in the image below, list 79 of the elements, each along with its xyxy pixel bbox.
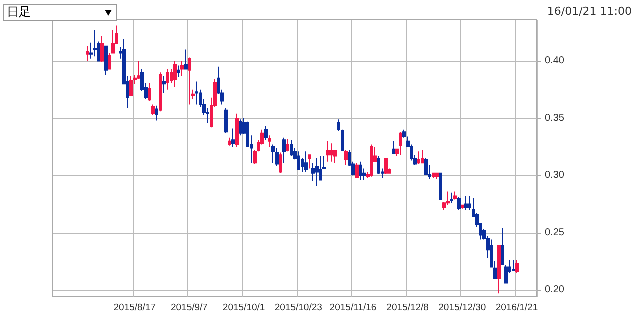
candlestick (392, 140, 395, 154)
candlestick (100, 36, 104, 63)
y-tick-label: 0.40 (545, 56, 565, 67)
x-tick-label: 2015/8/17 (114, 302, 156, 314)
candlestick (195, 81, 198, 106)
candlestick (457, 196, 461, 211)
x-tick-label: 2015/11/16 (330, 302, 377, 314)
candlestick (151, 104, 155, 116)
candlestick (439, 172, 442, 200)
candlestick (275, 148, 279, 168)
candlestick (290, 140, 293, 157)
candlestick (279, 152, 282, 174)
candlestick (129, 76, 133, 96)
candlestick (311, 162, 315, 182)
candlestick (461, 204, 464, 210)
candlestick (271, 144, 275, 164)
candlestick (515, 260, 519, 274)
dropdown: 日足 (3, 4, 117, 21)
candlestick (359, 161, 362, 181)
x-tick-label: 2015/12/30 (438, 302, 486, 314)
text: 16/01/21 11:00 (547, 5, 632, 18)
x-tick-label: 2016/1/21 (496, 302, 538, 314)
candlestick (315, 158, 319, 186)
y-tick-label: 0.20 (545, 284, 565, 296)
candlestick (464, 196, 468, 211)
candlestick (177, 65, 180, 78)
candlestick (180, 60, 184, 77)
candlestick (344, 150, 348, 166)
candlestick (326, 140, 330, 162)
candlestick (512, 260, 515, 272)
candlestick (384, 158, 388, 176)
candlestick (162, 76, 166, 94)
candlestick (377, 156, 380, 176)
candlestick (188, 57, 191, 106)
candlestick (282, 137, 286, 164)
candlestick (148, 82, 151, 102)
candlestick (453, 191, 457, 200)
candlestick (173, 60, 177, 88)
candlestick (337, 119, 340, 132)
x-tick-label: 2015/12/8 (386, 302, 429, 314)
candlestick (286, 138, 289, 152)
y-tick-label: 0.25 (545, 227, 565, 238)
candlestick (264, 126, 268, 141)
y-tick-label: 0.30 (545, 170, 565, 182)
candlestick (341, 129, 344, 151)
x-tick-label: 2015/10/23 (274, 302, 322, 314)
candlestick (424, 158, 428, 176)
x-tick-label: 2015/10/1 (222, 302, 266, 314)
candlestick (297, 151, 300, 170)
candlestick (268, 135, 271, 148)
y-tick-label: 0.35 (545, 112, 565, 124)
candlestick (235, 113, 239, 148)
candlestick (432, 172, 435, 178)
candlestick (159, 72, 162, 112)
x-tick-label: 2015/9/7 (170, 302, 208, 314)
candlestick (468, 196, 471, 211)
candlestick (93, 30, 97, 58)
candlestick (446, 191, 450, 206)
candlestick (421, 150, 424, 164)
candlestick (308, 154, 311, 170)
candlestick (137, 60, 140, 80)
candlestick (399, 132, 402, 156)
candlestick (228, 137, 231, 146)
candlestick (224, 108, 228, 134)
candlestick (86, 46, 89, 62)
candlestick (497, 244, 501, 294)
candlestick (155, 105, 158, 122)
candlestick (231, 128, 235, 148)
candlestick (417, 151, 420, 165)
candlestick (239, 119, 242, 136)
candlestick (435, 172, 439, 180)
candlestick (330, 143, 333, 162)
candlestick (304, 151, 308, 173)
candlestick (166, 68, 169, 90)
candlestick (355, 162, 359, 178)
candlestick (370, 144, 373, 178)
candlestick (184, 49, 188, 70)
candlestick (104, 46, 108, 76)
candlestick (450, 192, 453, 204)
